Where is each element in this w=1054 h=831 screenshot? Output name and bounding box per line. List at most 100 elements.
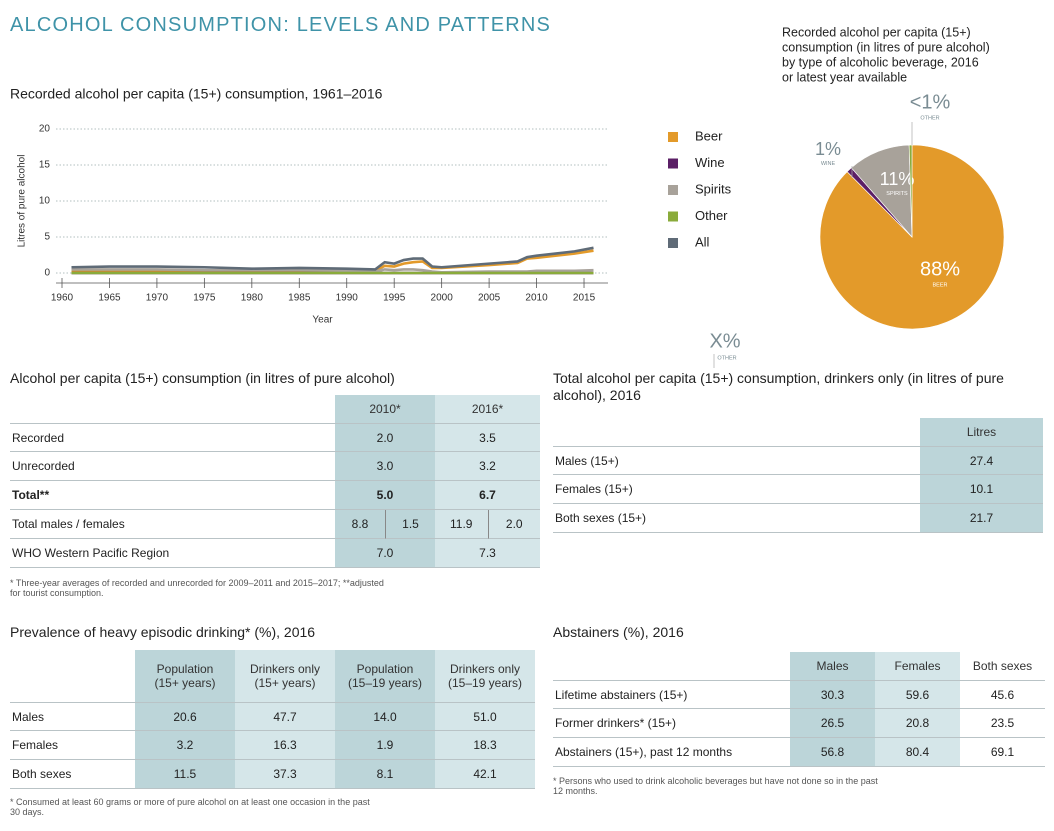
page-title: ALCOHOL CONSUMPTION: LEVELS AND PATTERNS bbox=[10, 14, 552, 36]
footnote: for tourist consumption. bbox=[10, 588, 104, 598]
y-axis-label: Litres of pure alcohol bbox=[17, 155, 28, 248]
table-cell: 30.3 bbox=[790, 680, 875, 709]
table-header-cell: Litres bbox=[920, 418, 1043, 446]
table-cell: 6.7 bbox=[435, 481, 540, 510]
chart-title: Recorded alcohol per capita (15+) bbox=[782, 25, 971, 39]
table-header-cell: Females bbox=[875, 652, 960, 680]
x-tick-label: 1980 bbox=[241, 293, 264, 304]
x-tick-label: 1970 bbox=[146, 293, 169, 304]
row-label: Total males / females bbox=[10, 510, 335, 539]
table-cell: 8.1 bbox=[335, 760, 435, 789]
chart-title: or latest year available bbox=[782, 70, 907, 84]
table-cell: 20.8 bbox=[875, 709, 960, 738]
table-title: Total alcohol per capita (15+) consumpti… bbox=[553, 370, 1004, 386]
header-text: (15–19 years) bbox=[447, 676, 523, 690]
table-cell: 8.8 bbox=[335, 510, 385, 539]
table-cell: 11.5 bbox=[135, 760, 235, 789]
row-label: Males bbox=[10, 702, 135, 731]
slice-category-label: BEER bbox=[933, 282, 948, 288]
chart-title: by type of alcoholic beverage, 2016 bbox=[782, 55, 979, 69]
chart-title: consumption (in litres of pure alcohol) bbox=[782, 40, 990, 54]
table-cell: 14.0 bbox=[335, 702, 435, 731]
table-cell: 1.9 bbox=[335, 731, 435, 760]
table-cell: 1.5 bbox=[385, 510, 435, 539]
table-header-cell: Males bbox=[790, 652, 875, 680]
table-cell: 47.7 bbox=[235, 702, 335, 731]
header-text: Males bbox=[816, 659, 849, 673]
x-tick-label: 1965 bbox=[98, 293, 121, 304]
legend-swatch bbox=[668, 132, 678, 142]
legend-swatch bbox=[668, 211, 678, 222]
table-title: Abstainers (%), 2016 bbox=[553, 624, 684, 640]
table-cell: 37.3 bbox=[235, 760, 335, 789]
table-header-cell: 2010* bbox=[335, 395, 435, 423]
row-label: Total** bbox=[10, 481, 335, 510]
header-text: (15–19 years) bbox=[347, 676, 423, 690]
slice-category-label: WINE bbox=[821, 161, 836, 167]
row-label: Males (15+) bbox=[553, 446, 920, 475]
slice-value-label: 88% bbox=[920, 258, 960, 280]
header-text: Litres bbox=[966, 425, 997, 439]
table-cell: 21.7 bbox=[920, 504, 1043, 533]
table-cell: 18.3 bbox=[435, 731, 535, 760]
header-text: Population bbox=[156, 662, 214, 676]
header-text: (15+ years) bbox=[154, 676, 216, 690]
table-cell: 80.4 bbox=[875, 738, 960, 767]
stray-caption: OTHER bbox=[717, 355, 736, 361]
row-label: Former drinkers* (15+) bbox=[553, 709, 790, 738]
y-tick-label: 10 bbox=[39, 196, 51, 207]
footnote: * Three-year averages of recorded and un… bbox=[10, 578, 384, 588]
row-label: Recorded bbox=[10, 423, 335, 452]
table-header-cell: Population (15–19 years) bbox=[335, 650, 435, 702]
legend-swatch bbox=[668, 158, 678, 169]
x-tick-label: 2015 bbox=[573, 293, 596, 304]
table-cell: 26.5 bbox=[790, 709, 875, 738]
x-tick-label: 1990 bbox=[336, 293, 359, 304]
slice-value-label: 1% bbox=[815, 139, 841, 159]
slice-category-label: SPIRITS bbox=[886, 191, 908, 197]
row-label: WHO Western Pacific Region bbox=[10, 539, 335, 568]
table-cell: 59.6 bbox=[875, 680, 960, 709]
table-cell: 16.3 bbox=[235, 731, 335, 760]
table-title: alcohol), 2016 bbox=[553, 387, 641, 403]
table-header-cell: Drinkers only (15+ years) bbox=[235, 650, 335, 702]
table-cell: 45.6 bbox=[960, 680, 1045, 709]
header-text: (15+ years) bbox=[254, 676, 316, 690]
slice-value-label: 11% bbox=[880, 169, 915, 189]
x-tick-label: 1960 bbox=[51, 293, 74, 304]
header-text: Females bbox=[894, 659, 941, 673]
x-tick-label: 2000 bbox=[431, 293, 454, 304]
footnote: * Consumed at least 60 grams or more of … bbox=[10, 797, 370, 807]
legend-label: Beer bbox=[695, 128, 723, 143]
table-cell: 7.0 bbox=[335, 539, 435, 568]
row-label: Females (15+) bbox=[553, 475, 920, 504]
table-header-cell: Both sexes bbox=[960, 652, 1045, 680]
stray-value-label: X% bbox=[709, 330, 740, 352]
slice-category-label: OTHER bbox=[920, 115, 939, 121]
row-label: Both sexes bbox=[10, 760, 135, 789]
x-tick-label: 2005 bbox=[478, 293, 501, 304]
table-cell: 3.0 bbox=[335, 452, 435, 481]
row-label: Both sexes (15+) bbox=[553, 504, 920, 533]
header-text: Drinkers only bbox=[449, 662, 521, 676]
x-tick-label: 1995 bbox=[383, 293, 406, 304]
row-label: Abstainers (15+), past 12 months bbox=[553, 738, 790, 767]
x-tick-label: 1985 bbox=[288, 293, 311, 304]
header-text: Population bbox=[356, 662, 414, 676]
footnote: 30 days. bbox=[10, 807, 45, 817]
row-label: Females bbox=[10, 731, 135, 760]
table-cell: 69.1 bbox=[960, 738, 1045, 767]
legend-swatch bbox=[668, 185, 678, 195]
row-label: Unrecorded bbox=[10, 452, 335, 481]
row-label: Lifetime abstainers (15+) bbox=[553, 680, 790, 709]
header-text: 2010* bbox=[369, 402, 401, 416]
legend-label: Spirits bbox=[695, 181, 732, 196]
table-cell: 5.0 bbox=[335, 481, 435, 510]
table-cell: 56.8 bbox=[790, 738, 875, 767]
table-cell: 27.4 bbox=[920, 446, 1043, 475]
table-header-cell: Population (15+ years) bbox=[135, 650, 235, 702]
table-header-cell: Drinkers only (15–19 years) bbox=[435, 650, 535, 702]
legend-label: Wine bbox=[695, 155, 725, 170]
header-text: 2016* bbox=[471, 402, 504, 416]
